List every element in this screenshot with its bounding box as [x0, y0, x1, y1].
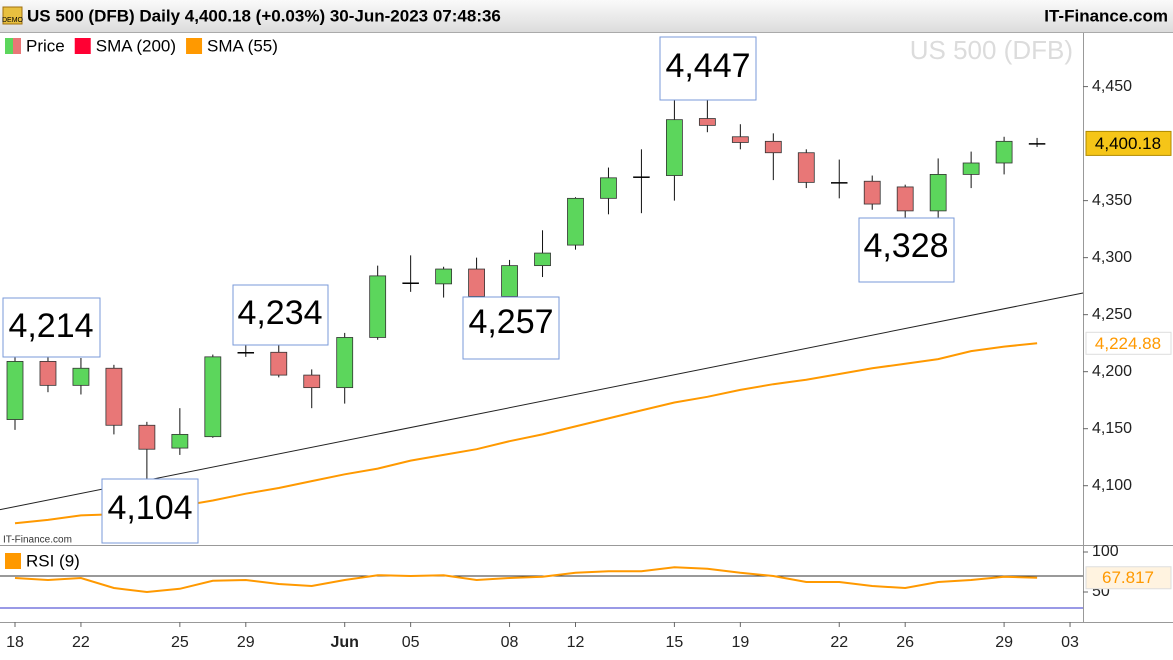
legend-label: SMA (55) — [207, 36, 278, 55]
marks: 4,1004,1504,2004,2504,3004,3504,45050100… — [0, 78, 1132, 651]
badge: DEMO — [2, 17, 24, 24]
callout-text: 4,234 — [237, 294, 322, 332]
sma-tag — [1085, 331, 1172, 355]
candle-body — [303, 374, 321, 389]
source: IT-Finance.com — [3, 535, 72, 546]
legend-swatch — [74, 38, 91, 54]
candle-body — [666, 119, 683, 176]
y-tick-label: 4,100 — [1092, 477, 1132, 494]
callout-text: 4,328 — [863, 227, 948, 265]
x-tick-label: 22 — [830, 634, 848, 651]
y-tick-label: 4,350 — [1092, 192, 1132, 209]
x-tick-label: 29 — [237, 634, 255, 651]
x-tick-label: Jun — [330, 634, 358, 651]
y-tick-label: 4,150 — [1092, 420, 1132, 437]
x-tick-label: 12 — [567, 634, 585, 651]
y-tick-label: 4,200 — [1092, 363, 1132, 380]
x-tick-label: 15 — [666, 634, 684, 651]
legend-label: SMA (200) — [96, 36, 176, 55]
callout: 4,328 — [858, 217, 955, 283]
y-tick-label: 4,300 — [1092, 249, 1132, 266]
candle-body — [731, 136, 749, 143]
overlay: 4,400.18 4,224.88 Price SMA (200) SMA (55) 67… — [5, 36, 1172, 590]
candle-body — [435, 268, 453, 285]
legend-swatch — [186, 38, 203, 54]
badge-icon — [2, 6, 23, 25]
candle-body — [797, 152, 815, 183]
candle-body — [501, 265, 518, 297]
candle-body — [402, 282, 419, 284]
x-tick-label: 03 — [1061, 634, 1079, 651]
candle-body — [698, 118, 716, 126]
legend-swatch — [13, 38, 21, 54]
legend-swatch — [5, 38, 13, 54]
price-tag — [1085, 130, 1172, 156]
header-bar — [0, 0, 1173, 32]
candle-body — [896, 186, 914, 212]
x-tick-label: 22 — [72, 634, 90, 651]
trendline — [0, 292, 1084, 511]
candle-body — [39, 361, 57, 386]
candle-body — [6, 361, 24, 420]
callout: 4,234 — [232, 284, 329, 346]
callout-text: 4,257 — [468, 303, 553, 341]
x-tick-label: 08 — [501, 634, 519, 651]
y-tick-label: 4,250 — [1092, 306, 1132, 323]
x-tick-label: 26 — [896, 634, 914, 651]
candle-body — [567, 197, 584, 246]
candle-body — [468, 268, 485, 297]
candle-body — [764, 140, 782, 154]
x-tick-label: 25 — [171, 634, 189, 651]
candle-body — [270, 351, 288, 376]
candle-body — [369, 275, 387, 338]
candle-body — [171, 433, 189, 449]
title: US 500 (DFB) Daily 4,400.18 (+0.03%) 30-… — [27, 6, 501, 25]
price-tag-label: 4,400.18 — [1095, 134, 1161, 153]
callout-text: 4,104 — [107, 489, 192, 527]
y-tick-label: 4,450 — [1092, 78, 1132, 95]
callout: 4,104 — [101, 478, 199, 544]
watermark: US 500 (DFB) — [910, 35, 1073, 65]
callout: 4,257 — [462, 296, 560, 360]
rsi-tag-label: 67.817 — [1102, 568, 1154, 587]
candle-body — [995, 140, 1013, 164]
candle-body — [336, 337, 354, 389]
legend-swatch — [5, 553, 21, 569]
candle-body — [237, 352, 255, 354]
candle-body — [863, 180, 881, 205]
rsi-tag — [1085, 566, 1172, 590]
candle-body — [138, 424, 156, 450]
x-tick-label: 05 — [402, 634, 420, 651]
candle-body — [962, 162, 980, 175]
callout: 4,447 — [659, 36, 757, 101]
candle-body — [1028, 143, 1046, 145]
line-series — [14, 566, 1038, 594]
x-tick-label: 18 — [6, 634, 24, 651]
legend-label: Price — [26, 36, 65, 55]
x-tick-label: 19 — [731, 634, 749, 651]
candle-body — [600, 177, 617, 199]
candle-body — [929, 173, 947, 212]
callout-text: 4,214 — [8, 307, 93, 345]
candle-body — [72, 367, 90, 386]
candle-body — [633, 176, 650, 178]
sma-tag-label: 4,224.88 — [1095, 334, 1161, 353]
y-tick-label: 100 — [1092, 543, 1119, 560]
brand: IT-Finance.com — [1044, 6, 1168, 25]
legend-label: RSI (9) — [26, 551, 80, 570]
callout: 4,214 — [2, 297, 101, 358]
candle-body — [831, 182, 848, 184]
candle-body — [204, 356, 222, 438]
callout-text: 4,447 — [665, 47, 750, 85]
candle-body — [534, 252, 551, 267]
candle-body — [105, 367, 123, 426]
x-tick-label: 29 — [995, 634, 1013, 651]
